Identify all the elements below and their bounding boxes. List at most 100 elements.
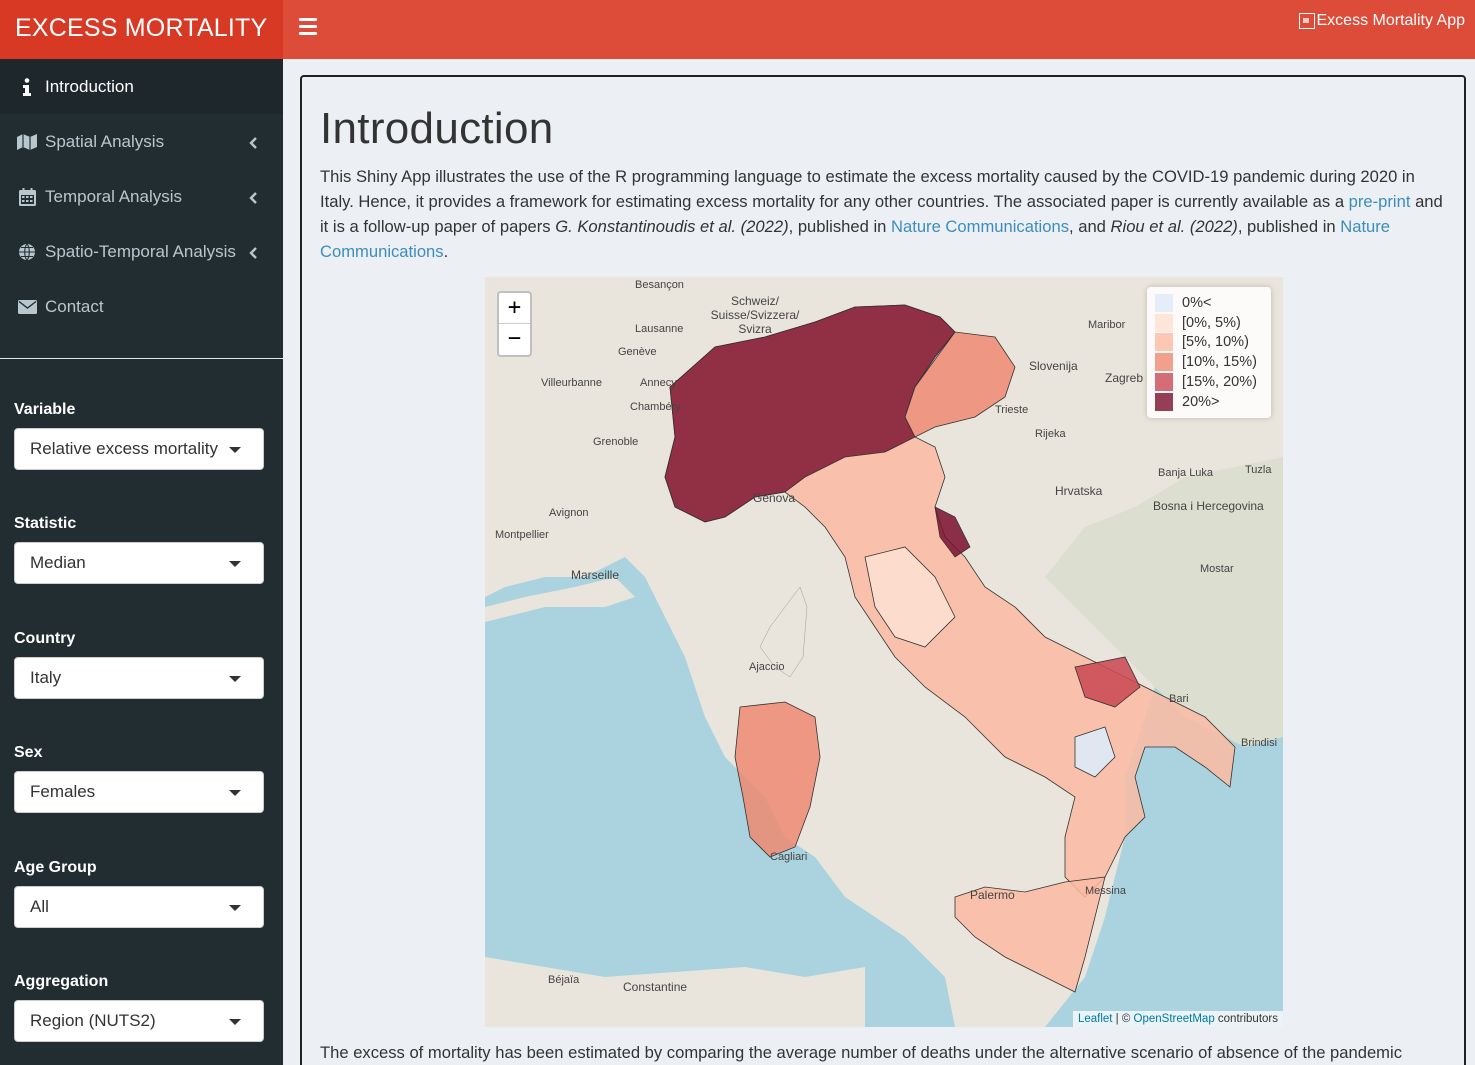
legend-item: [15%, 20%) (1155, 372, 1263, 392)
citation-riou: Riou et al. (2022) (1110, 217, 1238, 236)
caret-down-icon (229, 561, 241, 567)
map-place-label: Chambéry (630, 401, 681, 413)
map-place-label: Montpellier (495, 529, 549, 541)
intro-text-4: , and (1069, 217, 1111, 236)
country-label: Country (14, 630, 76, 647)
legend-swatch (1155, 373, 1173, 392)
variable-select-value: Relative excess mortality (30, 439, 219, 458)
age-group-label: Age Group (14, 859, 97, 876)
sex-select-value: Females (30, 782, 96, 801)
map-place-label: Mostar (1200, 563, 1234, 575)
preprint-link[interactable]: pre-print (1348, 192, 1411, 211)
sidebar-item-label: Introduction (45, 76, 134, 96)
map-place-label: Grenoble (593, 436, 639, 448)
top-navbar: Excess Mortality App (283, 0, 1475, 59)
sidebar-item-label: Temporal Analysis (45, 186, 183, 206)
sidebar: Introduction Spatial Analysis Temporal A… (0, 59, 283, 1065)
map-place-label: Besançon (635, 279, 684, 291)
legend-item: 20%> (1155, 392, 1263, 412)
zoom-control: + − (497, 291, 532, 357)
calendar-icon (16, 187, 38, 206)
age-group-control: Age Group All (14, 859, 264, 928)
caret-down-icon (229, 676, 241, 682)
legend-swatch (1155, 353, 1173, 372)
map-place-label: Genève (618, 346, 657, 358)
intro-text-5: , published in (1237, 217, 1341, 236)
legend-label: 0%< (1182, 294, 1212, 311)
info-icon (16, 77, 38, 96)
caret-down-icon (229, 1019, 241, 1025)
map-place-label: Trieste (995, 404, 1029, 416)
chevron-left-icon (249, 244, 257, 264)
legend-swatch (1155, 293, 1173, 312)
aggregation-label: Aggregation (14, 973, 109, 990)
sidebar-item-spatio-temporal-analysis[interactable]: Spatio-Temporal Analysis (0, 224, 283, 279)
sidebar-item-contact[interactable]: Contact (0, 279, 283, 334)
app-logo[interactable]: EXCESS MORTALITY (0, 0, 283, 59)
leaflet-link[interactable]: Leaflet (1077, 1013, 1113, 1025)
age-group-select-value: All (30, 897, 49, 916)
legend-item: [5%, 10%) (1155, 333, 1263, 353)
legend-item: 0%< (1155, 293, 1263, 313)
aggregation-select[interactable]: Region (NUTS2) (14, 1000, 264, 1042)
map-place-label: Ajaccio (749, 661, 785, 673)
sidebar-item-introduction[interactable]: Introduction (0, 59, 283, 114)
sidebar-item-label: Contact (45, 296, 104, 316)
map-place-label: Zagreb (1105, 371, 1144, 385)
legend-label: [10%, 15%) (1182, 354, 1257, 371)
globe-icon (16, 243, 38, 261)
map-place-label: Bari (1169, 693, 1189, 705)
attribution-separator: | © (1112, 1013, 1134, 1025)
intro-text-2: and it is a follow-up paper of papers (320, 192, 1443, 236)
sidebar-item-label: Spatial Analysis (45, 131, 165, 151)
map-place-label: Cagliari (770, 851, 808, 863)
legend-label: [15%, 20%) (1182, 374, 1257, 391)
variable-control: Variable Relative excess mortality (14, 401, 264, 470)
zoom-in-button[interactable]: + (499, 293, 530, 324)
legend-swatch (1155, 333, 1173, 352)
sidebar-item-temporal-analysis[interactable]: Temporal Analysis (0, 169, 283, 224)
bottom-paragraph: The excess of mortality has been estimat… (320, 1043, 1402, 1062)
openstreetmap-link[interactable]: OpenStreetMap (1133, 1013, 1215, 1025)
map-attribution: Leaflet | © OpenStreetMap contributors (1072, 1011, 1283, 1027)
map-place-label: Avignon (549, 507, 589, 519)
choropleth-map[interactable]: Besançon Schweiz/ Suisse/Svizzera/ Svizr… (485, 277, 1283, 1027)
sex-select[interactable]: Females (14, 771, 264, 813)
statistic-control: Statistic Median (14, 515, 264, 584)
aggregation-select-value: Region (NUTS2) (30, 1011, 156, 1030)
country-control: Country Italy (14, 630, 264, 699)
nature-communications-link-1[interactable]: Nature Communications (891, 217, 1069, 236)
header-image-alt: Excess Mortality App (1316, 12, 1466, 29)
sidebar-divider (0, 358, 283, 359)
map-place-label: Constantine (623, 980, 688, 994)
map-basemap (485, 277, 1283, 1027)
intro-text-1: This Shiny App illustrates the use of th… (320, 167, 1415, 211)
statistic-select[interactable]: Median (14, 542, 264, 584)
country-select-value: Italy (30, 668, 62, 687)
aggregation-control: Aggregation Region (NUTS2) (14, 973, 264, 1042)
map-place-label: Slovenija (1029, 359, 1078, 373)
citation-konstantinoudis: G. Konstantinoudis et al. (2022) (555, 217, 789, 236)
nature-communications-link-2[interactable]: Nature Communications (320, 217, 1391, 261)
intro-paragraph: This Shiny App illustrates the use of th… (320, 164, 1450, 264)
caret-down-icon (229, 790, 241, 796)
legend-swatch (1155, 313, 1173, 332)
broken-image-icon (1298, 13, 1315, 29)
envelope-icon (16, 299, 38, 314)
age-group-select[interactable]: All (14, 886, 264, 928)
country-select[interactable]: Italy (14, 657, 264, 699)
chevron-left-icon (249, 134, 257, 154)
map-place-label: Brindisi (1241, 737, 1278, 749)
sex-label: Sex (14, 744, 43, 761)
variable-label: Variable (14, 401, 76, 418)
sidebar-toggle-icon[interactable] (299, 18, 317, 38)
sidebar-item-spatial-analysis[interactable]: Spatial Analysis (0, 114, 283, 169)
intro-text-6: . (443, 242, 449, 261)
map-legend: 0%< [0%, 5%) [5%, 10%) [10%, 15%) [15%, … (1147, 287, 1271, 418)
legend-label: [5%, 10%) (1182, 334, 1249, 351)
variable-select[interactable]: Relative excess mortality (14, 428, 264, 470)
map-place-label: Bosna i Hercegovina (1153, 499, 1264, 513)
map-place-label: Béjaïa (548, 974, 580, 986)
zoom-out-button[interactable]: − (507, 326, 522, 351)
caret-down-icon (229, 447, 241, 453)
